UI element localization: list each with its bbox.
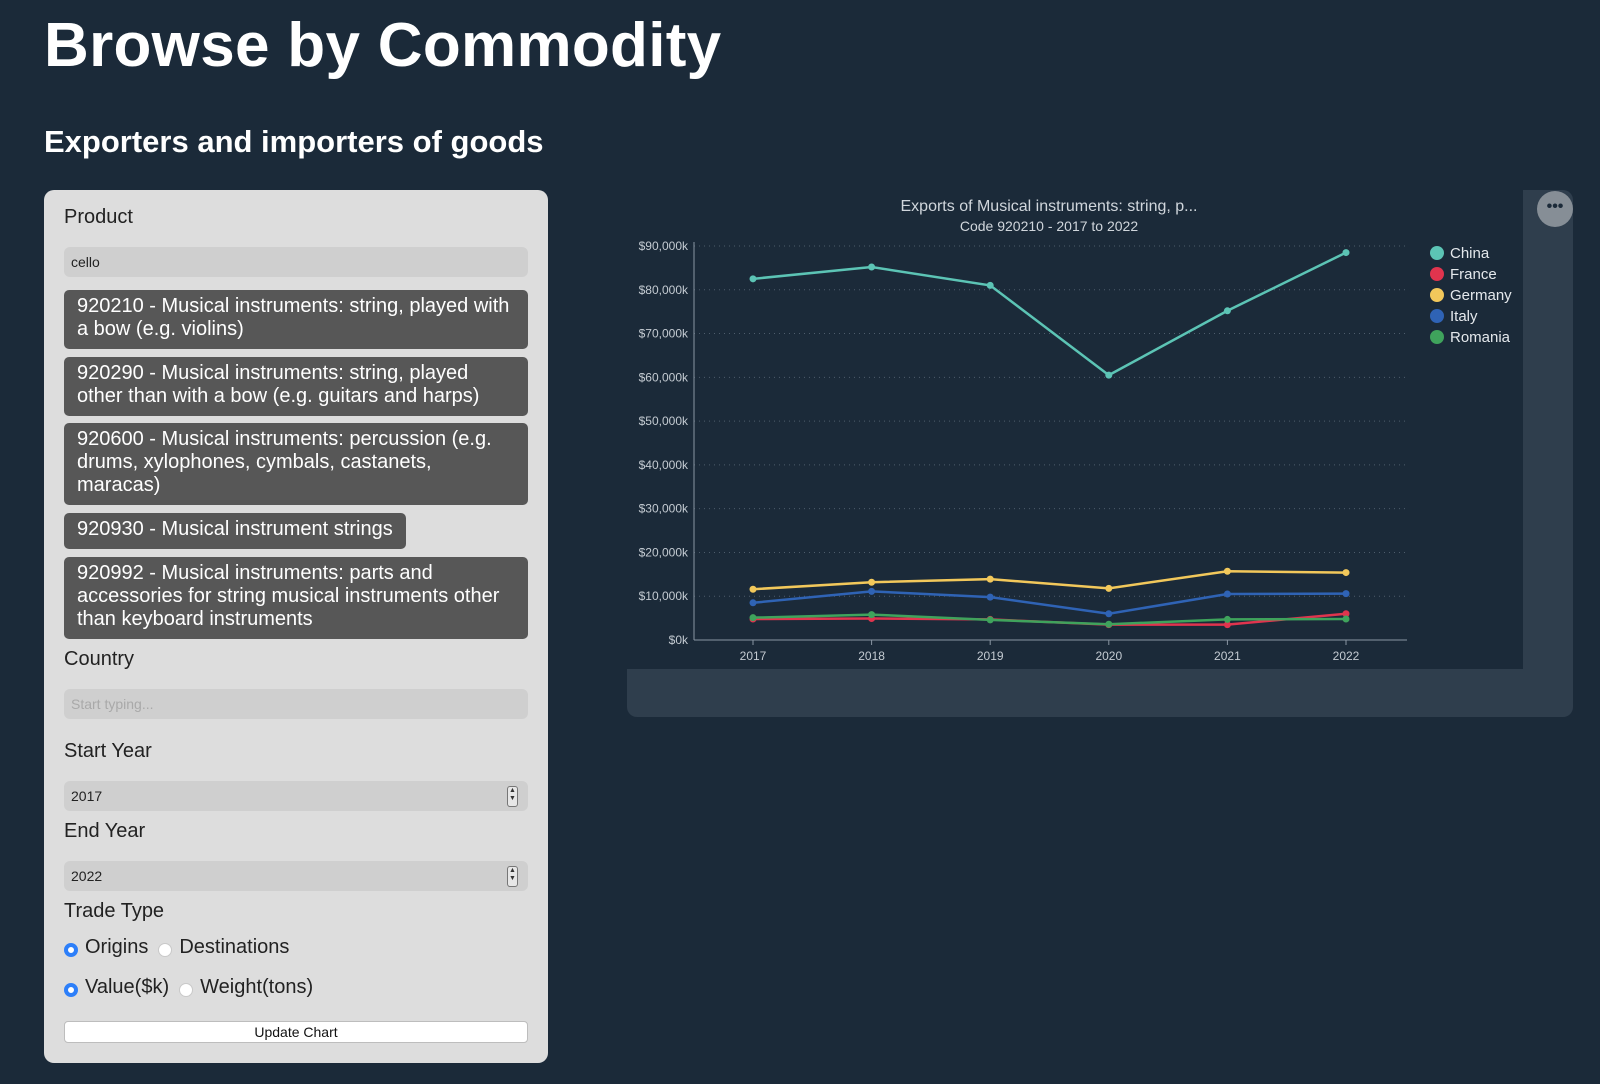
data-point-italy[interactable] — [868, 587, 876, 595]
product-suggestion-920210[interactable]: 920210 - Musical instruments: string, pl… — [64, 290, 528, 349]
data-point-italy[interactable] — [1105, 610, 1113, 618]
measure-group: Value($k) Weight(tons) — [64, 976, 323, 999]
spinner-arrows-icon[interactable]: ▲ ▼ — [507, 786, 518, 807]
data-point-france[interactable] — [1342, 610, 1350, 618]
value-radio[interactable] — [64, 983, 78, 997]
start-year-stepper[interactable]: 2017 ▲ ▼ — [64, 781, 528, 811]
product-suggestion-920290[interactable]: 920290 - Musical instruments: string, pl… — [64, 357, 528, 416]
update-chart-button[interactable]: Update Chart — [64, 1021, 528, 1043]
spinner-arrows-icon[interactable]: ▲ ▼ — [507, 866, 518, 887]
weight-label[interactable]: Weight(tons) — [200, 976, 314, 998]
trade-direction-group: Origins Destinations — [64, 936, 299, 959]
chart-subtitle: Code 920210 - 2017 to 2022 — [960, 218, 1138, 234]
data-point-china[interactable] — [1223, 307, 1231, 315]
data-point-romania[interactable] — [1105, 620, 1113, 628]
product-label: Product — [64, 206, 133, 228]
y-tick-label: $70,000k — [639, 327, 689, 341]
legend-label-germany[interactable]: Germany — [1450, 287, 1512, 304]
axes: $0k $10,000k $20,000k $30,000k $40,000k $50,0… — [639, 239, 1407, 663]
legend-marker-romania[interactable] — [1430, 330, 1444, 344]
destinations-radio[interactable] — [158, 943, 173, 957]
page-subtitle: Exporters and importers of goods — [44, 124, 544, 159]
country-label: Country — [64, 648, 135, 670]
legend-marker-italy[interactable] — [1430, 309, 1444, 323]
y-tick-label: $90,000k — [639, 239, 689, 253]
start-year-label: Start Year — [64, 740, 152, 762]
data-point-romania[interactable] — [749, 614, 757, 622]
series-line-romania — [752, 613, 1347, 626]
data-point-china[interactable] — [868, 263, 876, 271]
product-suggestion-920930[interactable]: 920930 - Musical instrument strings — [64, 513, 406, 549]
y-tick-label: $40,000k — [639, 458, 689, 472]
x-tick-label: 2022 — [1333, 649, 1360, 663]
origins-radio[interactable] — [64, 943, 78, 957]
data-point-romania[interactable] — [868, 611, 876, 619]
data-point-romania[interactable] — [986, 616, 994, 624]
product-suggestion-920992[interactable]: 920992 - Musical instruments: parts and … — [64, 557, 528, 639]
series-line-china — [752, 251, 1347, 377]
start-year-value: 2017 — [71, 788, 103, 804]
series-line-italy — [752, 590, 1347, 615]
data-point-germany[interactable] — [1223, 567, 1231, 575]
data-point-germany[interactable] — [986, 575, 994, 583]
data-point-italy[interactable] — [986, 593, 994, 601]
data-point-germany[interactable] — [868, 578, 876, 586]
data-point-germany[interactable] — [1105, 584, 1113, 592]
legend-label-china[interactable]: China — [1450, 245, 1490, 262]
product-suggestion-920600[interactable]: 920600 - Musical instruments: percussion… — [64, 423, 528, 505]
legend: China France Germany Italy Romania — [1430, 245, 1512, 346]
data-point-romania[interactable] — [1342, 615, 1350, 623]
y-tick-label: $0k — [669, 633, 689, 647]
origins-label[interactable]: Origins — [85, 936, 149, 958]
data-point-romania[interactable] — [1223, 615, 1231, 623]
series-line-germany — [752, 570, 1347, 591]
end-year-stepper[interactable]: 2022 ▲ ▼ — [64, 861, 528, 891]
page-title: Browse by Commodity — [44, 11, 722, 80]
data-point-italy[interactable] — [749, 599, 757, 607]
legend-marker-germany[interactable] — [1430, 288, 1444, 302]
x-tick-label: 2019 — [977, 649, 1004, 663]
trade-type-label: Trade Type — [64, 900, 165, 922]
data-point-china[interactable] — [986, 281, 994, 289]
x-tick-label: 2021 — [1214, 649, 1241, 663]
legend-marker-france[interactable] — [1430, 267, 1444, 281]
data-point-france[interactable] — [1223, 621, 1231, 629]
data-point-germany[interactable] — [1342, 569, 1350, 577]
ellipsis-icon[interactable]: ••• — [1537, 191, 1573, 227]
data-point-italy[interactable] — [1223, 590, 1231, 598]
end-year-value: 2022 — [71, 868, 103, 884]
x-tick-label: 2020 — [1095, 649, 1122, 663]
grid-lines — [694, 245, 1407, 597]
legend-label-france[interactable]: France — [1450, 266, 1497, 283]
y-tick-label: $30,000k — [639, 502, 689, 516]
chart-title: Exports of Musical instruments: string, … — [901, 198, 1198, 215]
country-input[interactable] — [64, 689, 528, 719]
y-tick-label: $20,000k — [639, 545, 689, 559]
legend-label-italy[interactable]: Italy — [1450, 308, 1478, 325]
y-tick-label: $10,000k — [639, 589, 689, 603]
y-tick-label: $80,000k — [639, 283, 689, 297]
series-lines — [749, 249, 1350, 629]
filter-panel: Product 920210 - Musical instruments: st… — [44, 190, 548, 1063]
data-point-germany[interactable] — [749, 585, 757, 593]
weight-radio[interactable] — [179, 983, 194, 997]
legend-marker-china[interactable] — [1430, 246, 1444, 260]
end-year-label: End Year — [64, 820, 146, 842]
data-point-china[interactable] — [1105, 371, 1113, 379]
data-point-china[interactable] — [749, 275, 757, 283]
x-tick-label: 2017 — [740, 649, 767, 663]
data-point-china[interactable] — [1342, 249, 1350, 257]
y-tick-label: $50,000k — [639, 414, 689, 428]
legend-label-romania[interactable]: Romania — [1450, 329, 1511, 346]
chart-area — [627, 190, 1523, 669]
product-search-input[interactable] — [64, 247, 528, 277]
value-label[interactable]: Value($k) — [85, 976, 170, 998]
data-point-italy[interactable] — [1342, 590, 1350, 598]
destinations-label[interactable]: Destinations — [179, 936, 290, 958]
y-tick-label: $60,000k — [639, 370, 689, 384]
x-tick-label: 2018 — [858, 649, 885, 663]
